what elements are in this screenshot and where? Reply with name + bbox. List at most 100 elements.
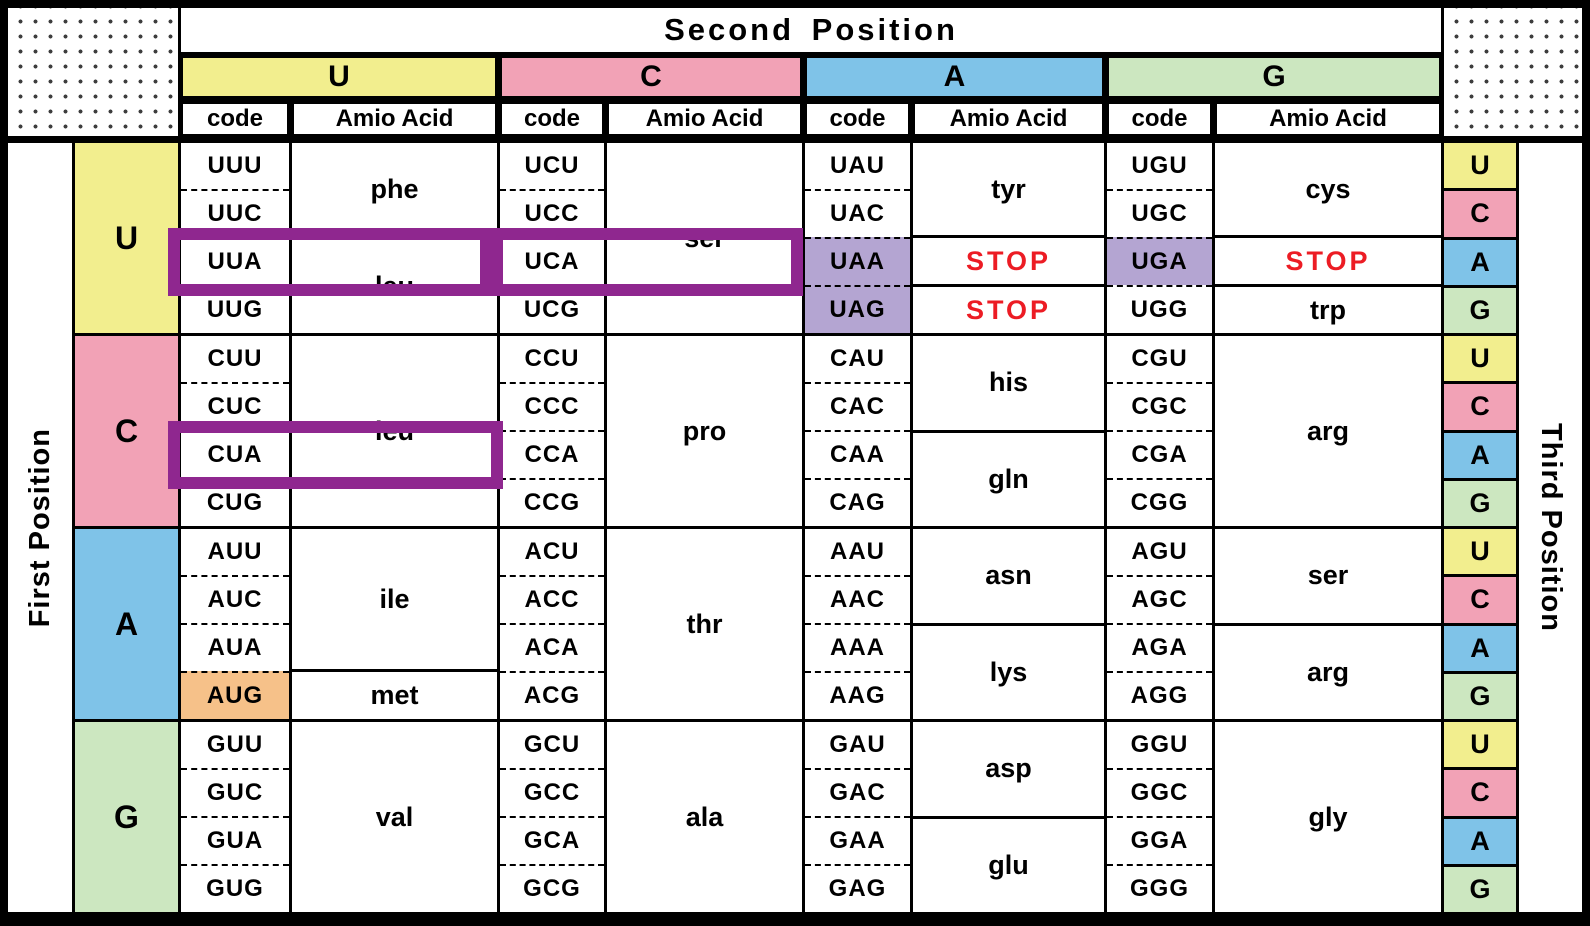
codon-cell: GUC (181, 768, 289, 816)
code-header: code (805, 102, 910, 136)
codon-column-CA: CAU CAC CAA CAG (805, 336, 910, 526)
codon-cell: CCA (500, 430, 604, 478)
codon-cell: CGC (1107, 382, 1212, 430)
amino-column-GC: ala (607, 722, 802, 912)
amino-acid-header: Amio Acid (1215, 102, 1441, 136)
codon-cell: GAU (829, 731, 886, 758)
amino-cell: ser (1307, 560, 1349, 591)
amino-cell: arg (1215, 622, 1441, 720)
codon-cell: AGA (1107, 623, 1212, 671)
codon-column-AA: AAU AAC AAA AAG (805, 529, 910, 719)
code-header: code (181, 102, 289, 136)
codon-cell: CAA (805, 430, 910, 478)
amino-cell: lys (913, 622, 1104, 720)
codon-cell: UUU (207, 152, 263, 179)
highlight-box-cua-leu (168, 421, 503, 489)
stop-codon-cell: UAG (805, 285, 910, 333)
codon-cell: AGC (1107, 575, 1212, 623)
second-position-letter-G: G (1107, 56, 1441, 98)
codon-cell: GGA (1107, 816, 1212, 864)
codon-cell: CGA (1107, 430, 1212, 478)
codon-cell: CAU (830, 345, 885, 372)
amino-column-AA: asn lys (913, 529, 1104, 719)
amino-cell: tyr (991, 173, 1026, 204)
amino-column-CC: pro (607, 336, 802, 526)
first-position-letter-C: C (75, 336, 178, 526)
second-position-letter-A: A (805, 56, 1104, 98)
codon-cell: GCG (500, 864, 604, 912)
codon-column-CG: CGU CGC CGA CGG (1107, 336, 1212, 526)
codon-cell: UAC (805, 189, 910, 237)
third-position-letter: G (1444, 863, 1516, 912)
second-position-header: Second Position (181, 8, 1441, 52)
codon-cell: AAU (830, 538, 885, 565)
second-position-letter-C: C (500, 56, 802, 98)
codon-cell: ACC (500, 575, 604, 623)
amino-acid-header: Amio Acid (913, 102, 1104, 136)
amino-column-CA: his gln (913, 336, 1104, 526)
codon-cell: AGG (1107, 671, 1212, 719)
codon-cell: AUU (207, 538, 263, 565)
codon-cell: GCA (500, 816, 604, 864)
amino-cell: asp (985, 753, 1032, 784)
amino-cell: phe (370, 174, 419, 205)
third-position-letter: U (1444, 336, 1516, 382)
third-position-letter: C (1444, 188, 1516, 237)
codon-cell: CCU (524, 345, 580, 372)
stop-label: STOP (1215, 235, 1441, 284)
third-position-letter: U (1444, 143, 1516, 189)
amino-column-AU: ile met (292, 529, 497, 719)
amino-column-AC: thr (607, 529, 802, 719)
first-position-letter-U: U (75, 143, 178, 333)
highlight-box-uua-leu (168, 228, 503, 296)
amino-cell: gln (913, 429, 1104, 527)
amino-column-UG: cys STOP trp (1215, 143, 1441, 333)
third-position-letter: G (1444, 284, 1516, 333)
codon-cell: GGU (1130, 731, 1189, 758)
codon-cell: GAG (805, 864, 910, 912)
codon-cell: GUU (206, 731, 264, 758)
codon-column-GC: GCU GCC GCA GCG (500, 722, 604, 912)
codon-cell: CGU (1131, 345, 1188, 372)
third-position-letter: U (1444, 722, 1516, 768)
stop-label: STOP (913, 235, 1104, 284)
stop-codon-cell: UAA (805, 237, 910, 285)
codon-cell: AUA (181, 623, 289, 671)
third-position-letter: C (1444, 574, 1516, 623)
amino-cell: trp (1215, 284, 1441, 333)
table-body: First Position Third Position U UUU UUC … (8, 143, 1582, 912)
first-position-label-text: First Position (23, 427, 56, 628)
codon-cell: AAC (805, 575, 910, 623)
amino-cell: cys (1305, 173, 1351, 204)
third-position-letter: A (1444, 622, 1516, 671)
codon-cell: GCC (500, 768, 604, 816)
third-position-letter: C (1444, 381, 1516, 430)
start-codon-cell: AUG (181, 671, 289, 719)
dotted-corner-right (1444, 8, 1582, 136)
codon-cell: AUC (181, 575, 289, 623)
third-position-letter: C (1444, 767, 1516, 816)
codon-cell: UCC (500, 189, 604, 237)
codon-column-UA: UAU UAC UAA UAG (805, 143, 910, 333)
codon-column-GG: GGU GGC GGA GGG (1107, 722, 1212, 912)
codon-column-UG: UGU UGC UGA UGG (1107, 143, 1212, 333)
codon-cell: AGU (1131, 538, 1188, 565)
amino-column-AG: ser arg (1215, 529, 1441, 719)
codon-cell: ACG (500, 671, 604, 719)
codon-cell: GGC (1107, 768, 1212, 816)
codon-cell: UAU (830, 152, 885, 179)
codon-cell: GAA (805, 816, 910, 864)
codon-cell: UGC (1107, 189, 1212, 237)
amino-cell: his (988, 367, 1028, 398)
third-position-label: Third Position (1519, 143, 1582, 912)
codon-cell: CUG (181, 478, 289, 526)
codon-column-AU: AUU AUC AUA AUG (181, 529, 289, 719)
codon-cell: CGG (1107, 478, 1212, 526)
codon-cell: CCC (500, 382, 604, 430)
codon-cell: ACU (524, 538, 580, 565)
amino-acid-header: Amio Acid (607, 102, 802, 136)
amino-cell: arg (1306, 415, 1350, 446)
codon-cell: GUA (181, 816, 289, 864)
amino-cell: ala (685, 801, 724, 832)
